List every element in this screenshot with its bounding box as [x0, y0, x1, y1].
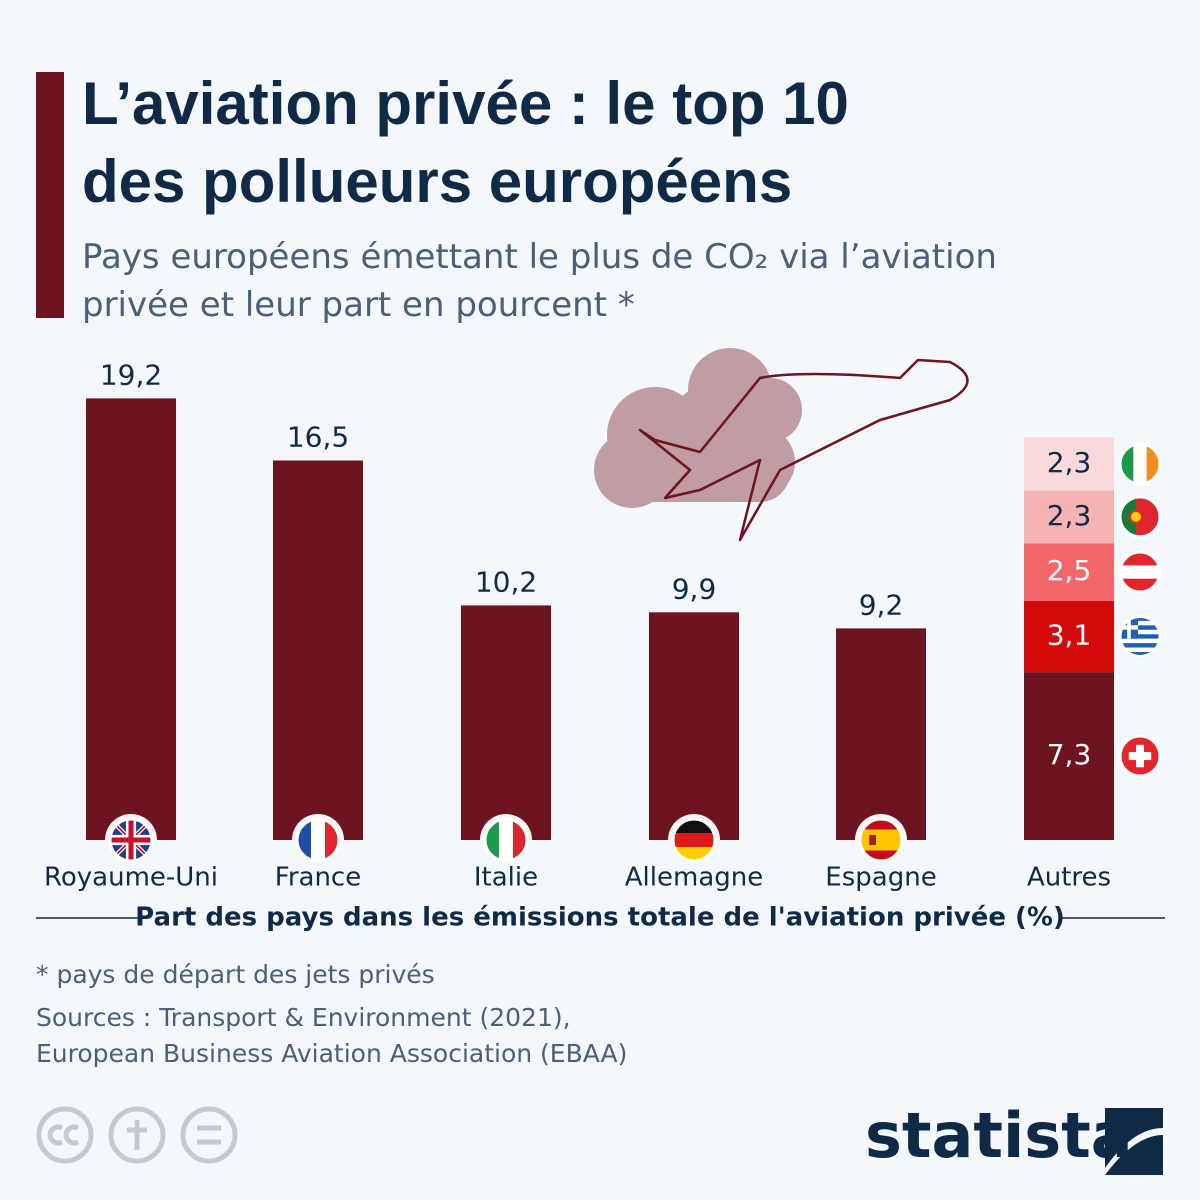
flag-border: [1118, 550, 1162, 594]
flag-border: [671, 817, 717, 863]
flag-border: [1118, 614, 1162, 658]
x-axis-label: Part des pays dans les émissions totale …: [135, 903, 1065, 933]
flag-part: [1129, 509, 1143, 524]
bar: [1024, 490, 1114, 544]
brand-logo: [1105, 1108, 1163, 1175]
chart-title: L’aviation privée : le top 10: [82, 70, 849, 137]
flag-part: [1120, 565, 1160, 580]
flag-part: [499, 819, 514, 861]
value-label: 16,5: [287, 421, 349, 454]
bar: [1024, 437, 1114, 491]
flag-part: [1120, 652, 1160, 657]
illustration: [594, 348, 969, 542]
chart-title: des pollueurs européens: [82, 148, 792, 215]
source: Sources : Transport & Environment (2021)…: [36, 1003, 571, 1032]
flag-border: [858, 817, 904, 863]
chart-subtitle: privée et leur part en pourcent *: [82, 285, 635, 325]
footnote: * pays de départ des jets privés: [36, 960, 435, 989]
bar: [1024, 600, 1114, 673]
flag-part: [673, 833, 715, 848]
flag-part: [869, 834, 876, 846]
bar: [1024, 672, 1114, 840]
license-icons: [36, 1106, 238, 1164]
flag-part: [860, 829, 902, 851]
x-tick-label: Autres: [1027, 863, 1111, 893]
value-label: 9,2: [859, 588, 904, 621]
value-label: 2,3: [1047, 446, 1092, 479]
bar: [86, 398, 176, 840]
x-tick-label: Italie: [474, 863, 538, 893]
title-accent: [36, 72, 64, 318]
flag-part: [1120, 616, 1160, 622]
value-label: 19,2: [100, 358, 162, 391]
flag-part: [311, 819, 326, 861]
value-label: 10,2: [475, 565, 537, 598]
bar: [649, 612, 739, 840]
flag-border: [1118, 442, 1162, 486]
flag-part: [1133, 443, 1148, 484]
flag-part: [1120, 647, 1160, 653]
value-label: 2,3: [1047, 499, 1092, 532]
x-tick-label: Royaume-Uni: [44, 863, 218, 893]
x-tick-label: Espagne: [825, 863, 936, 893]
flag-part: [1120, 643, 1160, 648]
flag-part: [1120, 625, 1138, 630]
chart-subtitle: Pays européens émettant le plus de CO₂ v…: [82, 237, 997, 277]
flag-part: [1120, 620, 1160, 626]
x-tick-label: Allemagne: [625, 863, 763, 893]
source: European Business Aviation Association (…: [36, 1039, 627, 1068]
value-label: 7,3: [1047, 738, 1092, 771]
flag-border: [108, 817, 154, 863]
bar: [461, 605, 551, 840]
flag-part: [1120, 634, 1160, 639]
value-label: 3,1: [1047, 618, 1092, 651]
bar: [273, 460, 363, 840]
flag-border: [483, 817, 529, 863]
flag-part: [128, 819, 134, 861]
brand: statista: [865, 1099, 1133, 1172]
flag-part: [1120, 625, 1160, 630]
bar: [1024, 543, 1114, 601]
value-label: 9,9: [672, 572, 717, 605]
flag-border: [1118, 495, 1162, 539]
flag-part: [1120, 638, 1160, 644]
flag-part: [1128, 752, 1152, 761]
value-label: 2,5: [1047, 554, 1092, 587]
x-tick-label: France: [275, 863, 361, 893]
bar: [836, 628, 926, 840]
flag-border: [295, 817, 341, 863]
flag-border: [1118, 734, 1162, 778]
flag-part: [1120, 629, 1160, 635]
